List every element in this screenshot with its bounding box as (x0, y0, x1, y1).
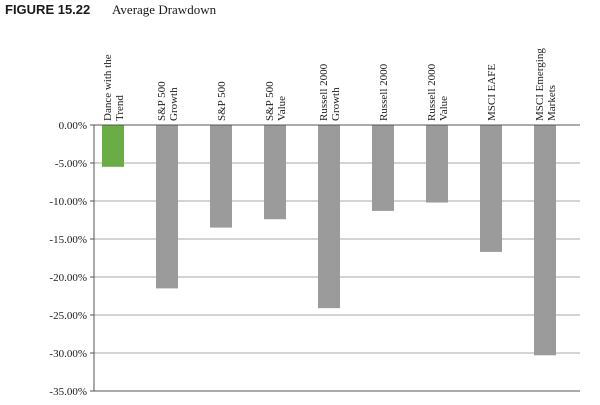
bar (318, 125, 340, 309)
bars (102, 125, 556, 356)
category-label: Russell 2000 (426, 63, 438, 121)
category-label: Russell 2000 (318, 63, 330, 121)
category-label: Growth (168, 87, 180, 121)
y-tick-label: -30.00% (49, 348, 87, 360)
y-tick-labels: 0.00% -5.00% -10.00% -15.00% -20.00% -25.00% -… (49, 120, 87, 398)
category-label: Trend (114, 95, 126, 121)
category-label: S&P 500 (216, 81, 228, 121)
bar (426, 125, 448, 203)
category-label: MSCI EAFE (486, 64, 498, 121)
category-labels: Dance with the Trend S&P 500 Growth S&P 500 S… (102, 48, 558, 121)
bar (534, 125, 556, 356)
y-tick-label: -25.00% (49, 310, 87, 322)
category-label: Markets (546, 85, 558, 121)
category-label: S&P 500 (264, 81, 276, 121)
bar (210, 125, 232, 228)
y-tick-label: -20.00% (49, 272, 87, 284)
y-tick-label: 0.00% (59, 120, 87, 132)
y-tick-label: -15.00% (49, 234, 87, 246)
bar (480, 125, 502, 252)
category-label: Value (438, 96, 450, 121)
category-label: Value (276, 96, 288, 121)
category-label: S&P 500 (156, 81, 168, 121)
figure-number: FIGURE 15.22 (5, 2, 90, 17)
y-tick-label: -35.00% (49, 386, 87, 398)
category-label: Dance with the (102, 54, 114, 121)
y-tick-label: -10.00% (49, 196, 87, 208)
category-label: Growth (330, 87, 342, 121)
y-tick-label: -5.00% (55, 158, 87, 170)
axes (90, 124, 580, 392)
category-label: MSCI Emerging (534, 48, 546, 121)
bar (102, 125, 124, 167)
bar (156, 125, 178, 289)
figure-title: Average Drawdown (112, 2, 217, 17)
bar (372, 125, 394, 211)
category-label: Russell 2000 (378, 63, 390, 121)
bar (264, 125, 286, 220)
